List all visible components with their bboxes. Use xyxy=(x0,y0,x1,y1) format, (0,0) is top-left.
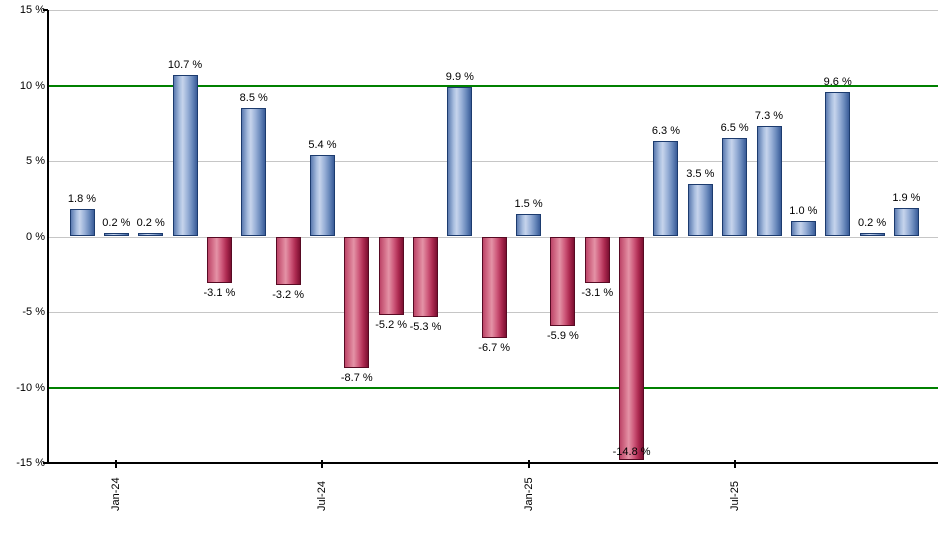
positive-return-bar xyxy=(172,74,198,237)
positive-return-bar xyxy=(756,126,782,237)
bar-value-label: -6.7 % xyxy=(478,341,511,354)
bar-value-label: 1.0 % xyxy=(789,205,818,218)
positive-return-bar xyxy=(69,209,95,237)
y-axis-tick-label: -15 % xyxy=(16,457,45,469)
negative-return-bar xyxy=(275,236,301,285)
negative-return-bar xyxy=(413,236,438,317)
positive-return-bar xyxy=(859,233,885,237)
positive-return-bar xyxy=(516,213,542,237)
y-axis-tick-label: -10 % xyxy=(16,381,45,394)
y-axis-tick-label: 15 % xyxy=(19,4,45,16)
x-axis-line xyxy=(47,462,938,464)
negative-return-bar xyxy=(344,236,370,368)
bar-value-label: -8.7 % xyxy=(340,371,373,384)
gridline-major xyxy=(48,84,938,87)
positive-return-bar xyxy=(653,141,679,237)
bar-value-label: 9.6 % xyxy=(823,75,852,88)
positive-return-bar xyxy=(241,108,267,237)
negative-return-bar xyxy=(619,236,645,460)
gridline-minor xyxy=(48,161,938,162)
y-axis-tick-label: 10 % xyxy=(19,79,45,92)
bar-value-label: 6.3 % xyxy=(651,125,680,138)
positive-return-bar xyxy=(309,154,335,237)
bar-value-label: -3.1 % xyxy=(581,287,614,300)
x-axis-tick xyxy=(115,460,118,468)
positive-return-bar xyxy=(138,233,164,237)
bar-value-label: 0.2 % xyxy=(136,217,165,230)
bar-value-label: -5.3 % xyxy=(409,320,442,333)
x-axis-tick xyxy=(733,460,736,468)
positive-return-bar xyxy=(447,87,473,237)
positive-return-bar xyxy=(790,221,816,237)
bar-value-label: 3.5 % xyxy=(686,167,715,180)
bar-value-label: 5.4 % xyxy=(308,138,337,151)
negative-return-bar xyxy=(550,236,576,326)
y-axis-end-tick xyxy=(43,9,48,11)
x-axis-tick-label: Jul-25 xyxy=(728,481,741,511)
positive-return-bar xyxy=(722,138,748,237)
negative-return-bar xyxy=(584,236,610,284)
x-axis-tick xyxy=(321,460,324,468)
bar-value-label: 0.2 % xyxy=(102,217,131,230)
negative-return-bar xyxy=(378,236,404,316)
bar-value-label: 6.5 % xyxy=(720,122,749,135)
positive-return-bar xyxy=(687,183,713,237)
gridline-minor xyxy=(48,10,938,11)
negative-return-bar xyxy=(481,236,507,338)
bar-value-label: -5.2 % xyxy=(375,319,408,332)
bar-value-label: 9.9 % xyxy=(445,71,474,83)
bar-value-label: 1.8 % xyxy=(67,193,97,206)
bar-value-label: 10.7 % xyxy=(167,58,203,71)
bar-value-label: -5.9 % xyxy=(546,329,579,342)
x-axis-tick-label: Jan-24 xyxy=(110,477,123,511)
x-axis-tick xyxy=(527,460,530,468)
positive-return-bar xyxy=(893,207,919,237)
gridline-major xyxy=(48,386,938,389)
y-axis-tick-label: -5 % xyxy=(22,306,45,318)
y-axis-tick-label: 5 % xyxy=(26,155,45,167)
y-axis-line xyxy=(47,10,49,464)
bar-value-label: 1.9 % xyxy=(892,191,921,204)
x-axis-tick-label: Jan-25 xyxy=(522,477,535,511)
bar-value-label: -3.2 % xyxy=(272,288,304,301)
y-axis-end-tick xyxy=(43,462,48,464)
bar-value-label: 0.2 % xyxy=(857,217,887,230)
positive-return-bar xyxy=(103,233,129,237)
positive-return-bar xyxy=(825,91,851,237)
bar-value-label: -3.1 % xyxy=(203,287,236,300)
bar-value-label: 7.3 % xyxy=(754,110,784,123)
y-axis-tick-label: 0 % xyxy=(26,230,45,243)
bar-value-label: -14.8 % xyxy=(612,446,651,458)
negative-return-bar xyxy=(206,236,232,284)
x-axis-tick-label: Jul-24 xyxy=(316,481,329,511)
bar-value-label: 8.5 % xyxy=(239,92,268,105)
bar-value-label: 1.5 % xyxy=(514,197,543,210)
